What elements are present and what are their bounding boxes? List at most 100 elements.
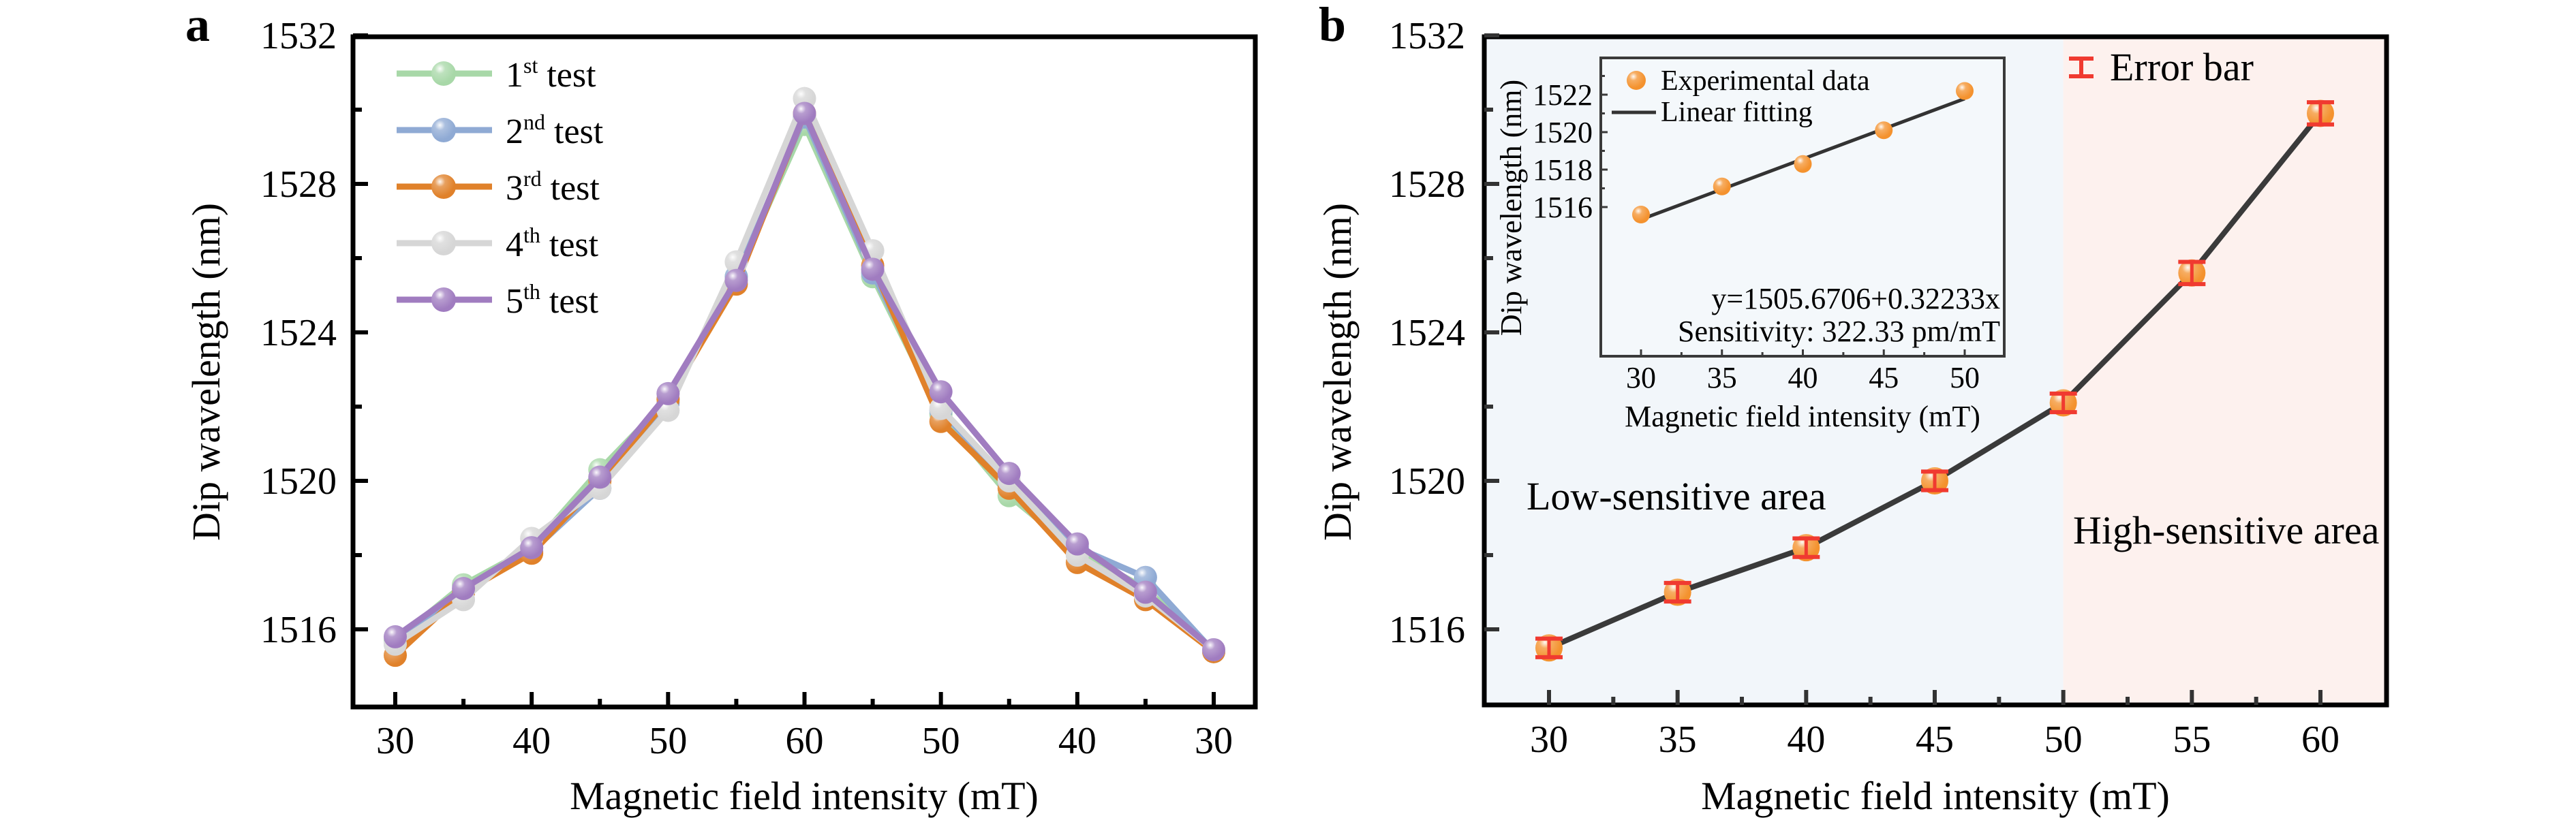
panel-a-x-tick-label: 40	[1058, 720, 1097, 762]
panel-a-x-tick-label: 50	[649, 720, 687, 762]
panel-a-legend: 1st test 2nd test 3rd test 4th test 5th test	[397, 53, 604, 321]
panel-a-label: a	[185, 0, 210, 52]
panel-a-data-point	[384, 625, 407, 648]
panel-a-y-tick-label: 1524	[260, 312, 337, 354]
panel-a-x-tick-label: 30	[376, 720, 414, 762]
panel-b-x-tick-label: 50	[2044, 719, 2083, 761]
panel-a-legend-item: 2nd test	[397, 110, 604, 151]
panel-b-x-tick-label: 55	[2173, 719, 2211, 761]
legend-marker-icon	[431, 174, 456, 199]
panel-a-data-point-highlight	[1065, 532, 1089, 556]
fit-equation: y=1505.6706+0.32233x	[1711, 282, 2000, 315]
panel-a-data-point	[997, 462, 1021, 486]
inset-legend-experimental-data: Experimental data	[1661, 65, 1870, 97]
inset-x-tick-label: 30	[1626, 361, 1656, 394]
inset-chart: 1516 1518 1520 1522 30 35 40 45 50 Magnetic fie…	[1494, 57, 2006, 433]
high-sensitive-area-label: High-sensitive area	[2073, 508, 2379, 552]
inset-y-tick-label: 1522	[1533, 78, 1593, 112]
panel-a-legend-item: 4th test	[397, 223, 599, 264]
inset-x-tick-label: 45	[1869, 361, 1899, 394]
panel-a-frame	[350, 34, 1258, 710]
inset-x-tick-label: 35	[1707, 361, 1737, 394]
inset-y-tick-label: 1518	[1533, 153, 1593, 187]
sensitivity-value: Sensitivity: 322.33 pm/mT	[1678, 315, 2000, 348]
panel-a-data-point-highlight	[997, 462, 1021, 486]
panel-b-label: b	[1319, 0, 1346, 52]
panel-a-legend-label: 1st test	[506, 53, 596, 95]
panel-a-data-point	[1202, 638, 1225, 661]
panel-a-data-point	[929, 380, 953, 404]
panel-b-data-point	[1663, 578, 1691, 606]
panel-a-data-point	[656, 381, 680, 405]
panel-b-chart: b 1516 1520 1524 1528 1532 30 35 40 45 50 55 60 Ma…	[1315, 0, 2389, 818]
panel-a-y-tick-label: 1516	[260, 609, 337, 651]
inset-x-tick-label: 40	[1788, 361, 1818, 394]
panel-a-data-point	[861, 257, 885, 281]
panel-a-data-point	[793, 101, 816, 125]
panel-b-data-point	[2049, 389, 2077, 417]
panel-a-legend-item: 1st test	[397, 53, 596, 95]
inset-y-axis: 1516 1518 1520 1522	[1533, 75, 1608, 224]
panel-a-x-tick-label: 50	[922, 720, 960, 762]
panel-a-x-axis: 30 40 50 60 50 40 30	[376, 692, 1233, 762]
panel-a-data-point	[724, 268, 748, 292]
panel-b-y-tick-label: 1524	[1389, 312, 1465, 354]
inset-y-axis-title: Dip wavelength (nm)	[1494, 80, 1528, 336]
panel-b-x-axis-title: Magnetic field intensity (mT)	[1701, 774, 2170, 818]
panel-a-y-tick-label: 1528	[260, 163, 337, 206]
inset-x-axis-title: Magnetic field intensity (mT)	[1625, 400, 1980, 433]
panel-a-x-tick-label: 60	[786, 720, 824, 762]
panel-a-series-layer	[384, 86, 1225, 667]
panel-a-data-point-highlight	[520, 536, 544, 560]
inset-data-point	[1713, 177, 1731, 195]
panel-a-legend-item: 3rd test	[397, 166, 600, 208]
inset-points-layer	[1632, 82, 1974, 223]
inset-data-point-highlight	[1956, 82, 1974, 100]
panel-a-x-tick-label: 40	[512, 720, 551, 762]
panel-a-y-axis: 1516 1520 1524 1528 1532	[260, 15, 368, 651]
panel-b-y-tick-label: 1520	[1389, 460, 1465, 503]
inset-data-point	[1632, 206, 1650, 223]
inset-data-point	[1794, 155, 1812, 173]
inset-x-axis: 30 35 40 45 50	[1626, 349, 1980, 394]
panel-a-data-point-highlight	[724, 268, 748, 292]
panel-b-y-axis-title: Dip wavelength (nm)	[1315, 203, 1360, 541]
panel-a-y-tick-label: 1532	[260, 15, 337, 57]
panel-b-series-layer	[1535, 99, 2334, 662]
panel-a-data-point	[588, 465, 612, 489]
panel-a-legend-item: 5th test	[397, 279, 599, 321]
panel-a-data-point	[520, 536, 544, 560]
panel-a-legend-label: 2nd test	[506, 110, 604, 151]
inset-data-point	[1875, 121, 1893, 140]
panel-a-data-point-highlight	[929, 380, 953, 404]
panel-b-data-point	[1921, 467, 1948, 494]
inset-legend-marker-highlight	[1627, 71, 1646, 90]
panel-a-x-tick-label: 30	[1195, 720, 1233, 762]
panel-a-data-point	[1133, 580, 1157, 604]
panel-b-x-axis: 30 35 40 45 50 55 60	[1530, 690, 2340, 761]
legend-marker-icon	[431, 61, 456, 86]
panel-a-data-point-highlight	[1133, 580, 1157, 604]
inset-data-point	[1956, 82, 1974, 100]
inset-data-point-highlight	[1713, 177, 1731, 195]
inset-x-tick-label: 50	[1950, 361, 1980, 394]
inset-data-point-highlight	[1875, 121, 1893, 140]
panel-b-data-point	[1535, 634, 1563, 662]
inset-data-point-highlight	[1794, 155, 1812, 173]
panel-a-legend-label: 5th test	[506, 279, 599, 321]
error-bar-legend-label: Error bar	[2110, 45, 2254, 89]
error-bar-legend: Error bar	[2069, 45, 2254, 89]
panel-a-chart: a 1516 1520 1524 1528 1532 30 40 50 60 50 40 30 Ma…	[184, 0, 1258, 818]
panel-a-data-point	[452, 577, 476, 601]
legend-marker-icon-highlight	[431, 231, 456, 255]
panel-a-data-point	[1065, 532, 1089, 556]
panel-a-data-point-highlight	[452, 577, 476, 601]
panel-b-x-tick-label: 45	[1916, 719, 1954, 761]
experimental-data-marker-icon	[1627, 71, 1646, 90]
panel-b-data-point	[1792, 534, 1820, 562]
panel-b-x-tick-label: 40	[1787, 719, 1825, 761]
inset-y-tick-label: 1516	[1533, 191, 1593, 224]
low-sensitive-area-label: Low-sensitive area	[1527, 474, 1826, 518]
inset-data-point-highlight	[1632, 206, 1650, 223]
